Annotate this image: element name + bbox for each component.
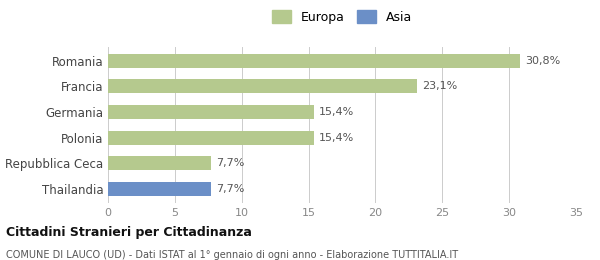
- Bar: [108, 131, 314, 145]
- Text: COMUNE DI LAUCO (UD) - Dati ISTAT al 1° gennaio di ogni anno - Elaborazione TUTT: COMUNE DI LAUCO (UD) - Dati ISTAT al 1° …: [6, 250, 458, 259]
- Text: Cittadini Stranieri per Cittadinanza: Cittadini Stranieri per Cittadinanza: [6, 226, 252, 239]
- Bar: [108, 182, 211, 196]
- Text: 7,7%: 7,7%: [217, 158, 245, 168]
- Text: 15,4%: 15,4%: [319, 133, 355, 142]
- Bar: [108, 156, 211, 170]
- Text: 23,1%: 23,1%: [422, 81, 457, 92]
- Text: 30,8%: 30,8%: [525, 56, 560, 66]
- Text: 7,7%: 7,7%: [217, 184, 245, 194]
- Bar: [108, 105, 314, 119]
- Bar: [108, 80, 417, 94]
- Bar: [108, 54, 520, 68]
- Legend: Europa, Asia: Europa, Asia: [268, 6, 416, 27]
- Text: 15,4%: 15,4%: [319, 107, 355, 117]
